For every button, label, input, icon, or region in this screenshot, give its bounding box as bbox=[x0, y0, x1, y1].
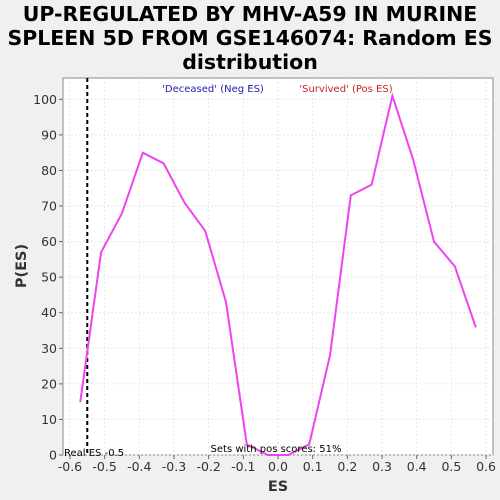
series-line bbox=[79, 92, 477, 456]
x-tick-label: -0.2 bbox=[196, 459, 220, 474]
data-point bbox=[287, 454, 290, 456]
legend-negative-label: 'Deceased' (Neg ES) bbox=[162, 84, 264, 95]
chart-title-line-1: UP-REGULATED BY MHV-A59 IN MURINE bbox=[22, 2, 478, 26]
data-point bbox=[121, 212, 123, 214]
data-point bbox=[308, 443, 311, 446]
x-tick-label: 0.4 bbox=[407, 459, 427, 474]
y-tick-label: 20 bbox=[41, 376, 57, 391]
data-point bbox=[183, 201, 186, 204]
chart-title-line-2: SPLEEN 5D FROM GSE146074: Random ES bbox=[7, 26, 493, 50]
y-tick-label: 100 bbox=[33, 92, 57, 107]
real-es-label: Real ES -0.5 bbox=[64, 448, 124, 459]
data-point bbox=[204, 230, 206, 232]
x-tick-label: -0.3 bbox=[162, 459, 186, 474]
y-tick-label: 40 bbox=[41, 305, 57, 320]
x-tick-label: 0.3 bbox=[372, 459, 392, 474]
data-point bbox=[329, 354, 331, 357]
pos-scores-label: Sets with pos scores: 51% bbox=[211, 444, 342, 455]
plot-area bbox=[62, 77, 494, 456]
data-marks bbox=[79, 78, 477, 456]
grid-lines bbox=[63, 78, 493, 456]
data-point bbox=[370, 183, 373, 186]
y-axis-title: P(ES) bbox=[14, 244, 30, 288]
x-tick-label: 0.1 bbox=[303, 459, 323, 474]
x-axis-title: ES bbox=[268, 479, 288, 495]
data-point bbox=[141, 151, 144, 154]
x-tick-label: 0.0 bbox=[268, 459, 288, 474]
y-tick-label: 70 bbox=[41, 199, 57, 214]
data-point bbox=[454, 265, 456, 268]
data-point bbox=[412, 159, 415, 161]
y-tick-label: 50 bbox=[41, 270, 57, 285]
x-tick-label: -0.6 bbox=[58, 459, 82, 474]
data-point bbox=[266, 454, 269, 456]
y-tick-label: 60 bbox=[41, 234, 57, 249]
data-point bbox=[245, 443, 248, 446]
data-point bbox=[162, 162, 165, 165]
data-point bbox=[474, 326, 477, 328]
x-tick-label: 0.5 bbox=[441, 459, 461, 474]
data-point bbox=[79, 400, 82, 403]
legend-positive-label: 'Survived' (Pos ES) bbox=[299, 84, 392, 95]
y-tick-label: 30 bbox=[41, 341, 57, 356]
chart-title: UP-REGULATED BY MHV-A59 IN MURINE SPLEEN… bbox=[0, 2, 500, 74]
x-tick-label: 0.6 bbox=[476, 459, 496, 474]
data-point bbox=[225, 301, 227, 303]
data-point bbox=[391, 94, 394, 97]
y-tick-label: 0 bbox=[49, 448, 57, 463]
x-tick-label: -0.5 bbox=[92, 459, 116, 474]
x-tick-label: 0.2 bbox=[337, 459, 357, 474]
y-tick-label: 90 bbox=[41, 127, 57, 142]
data-point bbox=[433, 240, 435, 243]
data-point bbox=[100, 251, 102, 254]
y-tick-label: 10 bbox=[41, 412, 57, 427]
axis-ticks: 0 10 20 30 40 50 60 70 80 90 100 -0.6 -0.5 -0.4 -0.3 -0… bbox=[33, 92, 496, 474]
data-point bbox=[350, 194, 352, 197]
y-tick-label: 80 bbox=[41, 163, 57, 178]
x-tick-label: -0.4 bbox=[127, 459, 151, 474]
x-tick-label: -0.1 bbox=[231, 459, 255, 474]
chart-title-line-3: distribution bbox=[182, 50, 318, 74]
